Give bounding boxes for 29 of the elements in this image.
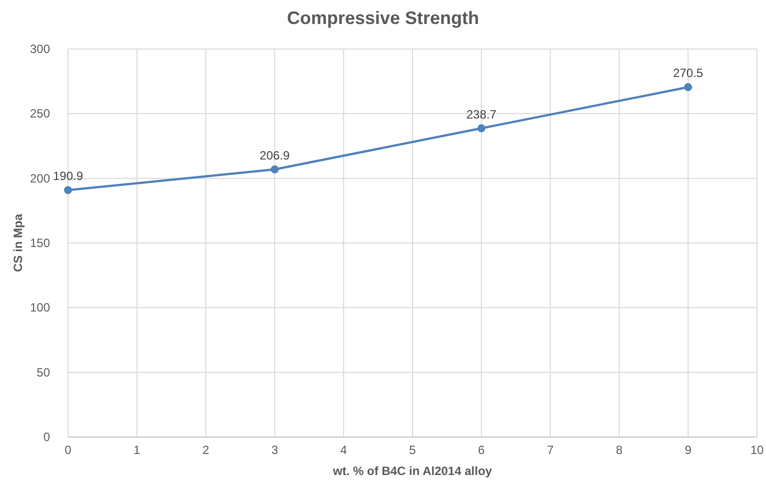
point bbox=[477, 124, 486, 132]
point bbox=[64, 186, 72, 194]
y-axis-title: CS in Mpa bbox=[11, 214, 25, 272]
data-label: 206.9 bbox=[260, 148, 290, 162]
x-tick-label: 2 bbox=[202, 443, 210, 457]
y-tick-label: 0 bbox=[43, 430, 50, 444]
x-tick-label: 7 bbox=[546, 443, 554, 457]
y-tick-label: 250 bbox=[30, 106, 50, 121]
x-tick-label: 8 bbox=[616, 443, 623, 457]
data-label: 238.7 bbox=[466, 107, 497, 122]
x-tick-label: 6 bbox=[478, 443, 486, 457]
y-tick-label: 50 bbox=[36, 365, 50, 380]
point bbox=[270, 165, 279, 174]
y-tick-label: 300 bbox=[30, 42, 50, 56]
x-tick-label: 9 bbox=[684, 443, 692, 457]
data-label: 270.5 bbox=[673, 66, 704, 80]
x-axis-title: wt. % of B4C in Al2014 alloy bbox=[332, 464, 492, 478]
chart-title: Compressive Strength bbox=[286, 8, 480, 28]
y-tick-label: 150 bbox=[30, 236, 50, 250]
x-tick-label: 1 bbox=[134, 443, 141, 457]
data-label: 190.9 bbox=[52, 169, 84, 184]
x-tick-label: 10 bbox=[750, 443, 764, 457]
y-tick-label: 100 bbox=[30, 300, 50, 315]
x-tick-label: 3 bbox=[271, 443, 278, 457]
x-tick-label: 4 bbox=[340, 443, 348, 457]
y-tick-label: 200 bbox=[30, 171, 50, 186]
point bbox=[684, 83, 692, 92]
x-tick-label: 5 bbox=[409, 443, 416, 457]
x-tick-label: 0 bbox=[64, 443, 72, 457]
